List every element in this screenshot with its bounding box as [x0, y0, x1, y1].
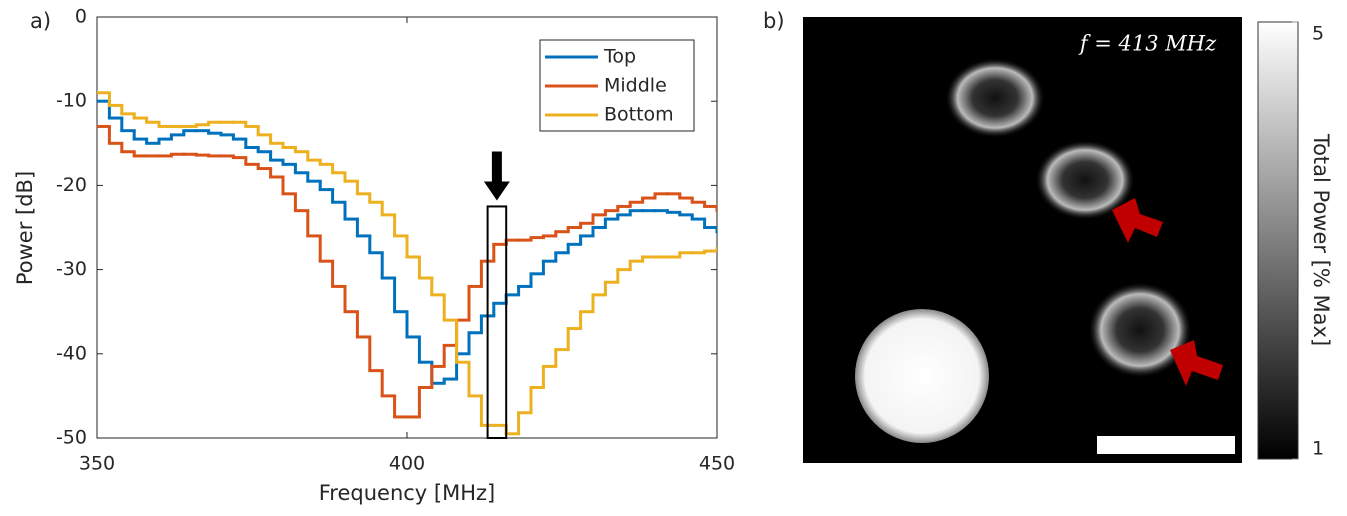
- cell: [1035, 140, 1135, 220]
- arrow: [1112, 198, 1163, 243]
- colorbar-tick-label: 5: [1312, 23, 1324, 45]
- colorbar-tick-label: 1: [1312, 438, 1324, 460]
- colorbar-label: Total Power [% Max]: [1309, 133, 1333, 346]
- y-tick-label: 0: [75, 6, 87, 28]
- cell: [855, 309, 989, 443]
- scale-bar: [1097, 436, 1235, 454]
- legend-label: Top: [603, 46, 636, 68]
- legend-label: Bottom: [604, 104, 674, 126]
- y-axis-label: Power [dB]: [13, 171, 37, 285]
- panel-label: a): [30, 9, 51, 33]
- x-tick-label: 350: [79, 453, 115, 475]
- y-tick-label: -20: [56, 174, 87, 196]
- highlight-box: [486, 205, 508, 439]
- series: [97, 99, 717, 385]
- x-axis-label: Frequency [MHz]: [319, 481, 495, 505]
- series: [97, 91, 717, 436]
- cell: [945, 58, 1045, 138]
- legend-label: Middle: [604, 75, 667, 97]
- y-tick-label: -40: [56, 342, 87, 364]
- colorbar: [1257, 21, 1299, 460]
- arrow: [1170, 340, 1223, 386]
- pointer-arrow: [483, 151, 510, 201]
- x-tick-label: 400: [389, 453, 425, 475]
- x-tick-label: 450: [699, 453, 735, 475]
- annotation: f = 413 MHz: [1078, 32, 1217, 56]
- series: [97, 124, 717, 419]
- y-tick-label: -50: [56, 427, 87, 449]
- panel-label: b): [763, 9, 785, 33]
- y-tick-label: -10: [56, 90, 87, 112]
- y-tick-label: -30: [56, 258, 87, 280]
- cell: [1088, 282, 1192, 378]
